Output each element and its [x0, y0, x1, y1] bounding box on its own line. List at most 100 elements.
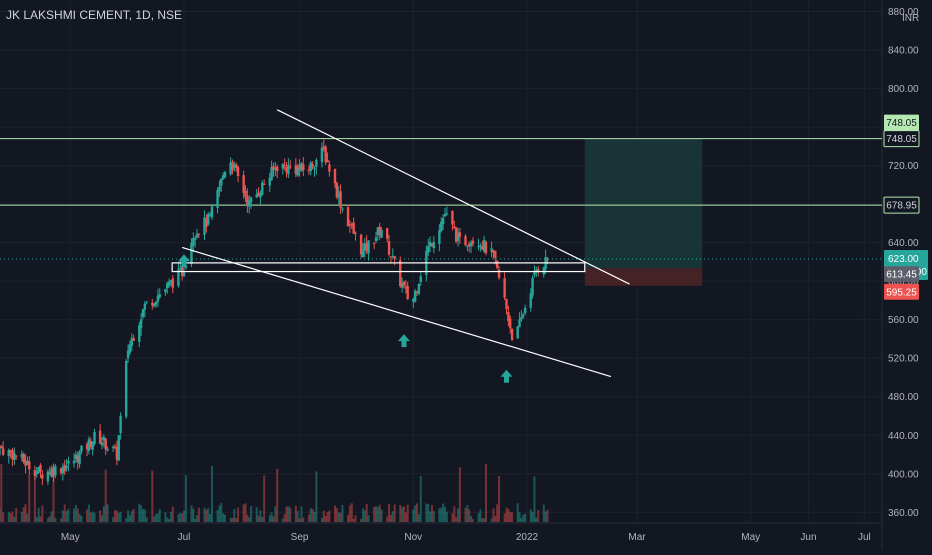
volume-bar: [60, 519, 62, 522]
y-tick-label: 480.00: [888, 392, 919, 403]
volume-bar: [153, 517, 155, 522]
volume-bar: [289, 508, 291, 522]
volume-bar: [38, 508, 40, 522]
candle-body: [399, 260, 401, 286]
volume-bar: [315, 471, 317, 522]
volume-bar: [519, 512, 521, 522]
volume-bar: [511, 512, 513, 522]
last-price-label: 623.00: [888, 254, 919, 265]
candle-body: [433, 242, 435, 248]
candle-body: [354, 233, 356, 234]
volume-bar: [347, 515, 349, 522]
volume-bar: [351, 503, 353, 522]
volume-bar: [353, 519, 355, 522]
candle-body: [511, 329, 513, 341]
volume-bar: [151, 471, 153, 522]
chart-title: JK LAKSHMI CEMENT, 1D, NSE: [6, 8, 182, 22]
volume-bar: [168, 519, 170, 522]
volume-bar: [99, 510, 101, 522]
target-zone: [585, 139, 702, 269]
candle-body: [503, 278, 505, 298]
candle-body: [321, 148, 323, 163]
candle-body: [531, 278, 533, 296]
volume-bar: [349, 505, 351, 522]
volume-bar: [39, 516, 41, 522]
volume-bar: [164, 512, 166, 522]
volume-bar: [524, 514, 526, 522]
candle-body: [283, 165, 285, 166]
volume-bar: [146, 517, 148, 522]
candle-body: [99, 431, 101, 444]
volume-bar: [299, 518, 301, 522]
volume-bar: [453, 506, 455, 522]
candle-body: [142, 309, 144, 317]
candle-body: [242, 175, 244, 193]
volume-bar: [190, 506, 192, 522]
price-label: 595.25: [886, 287, 917, 298]
y-tick-label: 400.00: [888, 469, 919, 480]
volume-bar: [327, 512, 329, 522]
volume-bar: [505, 508, 507, 522]
price-label: 748.05: [886, 118, 917, 129]
volume-bar: [377, 507, 379, 522]
candle-body: [418, 284, 420, 294]
volume-bar: [217, 510, 219, 522]
volume-bar: [231, 518, 233, 522]
volume-bar: [159, 509, 161, 522]
volume-bar: [209, 514, 211, 522]
candle-body: [388, 241, 390, 255]
volume-bar: [36, 517, 38, 522]
volume-bar: [75, 505, 77, 522]
volume-bar: [429, 511, 431, 522]
volume-bar: [483, 518, 485, 522]
candle-body: [119, 416, 121, 433]
volume-bar: [12, 511, 14, 522]
volume-bar: [94, 513, 96, 522]
volume-bar: [2, 512, 4, 522]
candle-body: [54, 466, 56, 475]
volume-bar: [498, 476, 500, 522]
candle-body: [140, 319, 142, 328]
candle-body: [444, 214, 446, 217]
volume-bar: [399, 505, 401, 522]
volume-bar: [360, 519, 362, 522]
candle-body: [427, 246, 429, 252]
volume-bar: [73, 509, 75, 522]
volume-bar: [373, 507, 375, 522]
volume-bar: [256, 507, 258, 522]
volume-bar: [34, 478, 36, 522]
volume-bar: [442, 504, 444, 522]
volume-bar: [444, 507, 446, 522]
volume-bar: [114, 510, 116, 522]
volume-bar: [170, 512, 172, 522]
candle-body: [324, 147, 326, 163]
x-tick-label: 2022: [516, 532, 539, 543]
candle-body: [485, 242, 487, 253]
volume-bar: [107, 504, 109, 522]
volume-bar: [492, 508, 494, 522]
volume-bar: [425, 504, 427, 522]
volume-bar: [446, 512, 448, 522]
candle-body: [28, 461, 30, 469]
volume-bar: [13, 517, 15, 522]
volume-bar: [140, 505, 142, 522]
volume-bar: [142, 509, 144, 522]
y-tick-label: 800.00: [888, 84, 919, 95]
candle-body: [41, 474, 43, 478]
candle-body: [472, 241, 474, 244]
volume-bar: [258, 516, 260, 522]
volume-bar: [79, 514, 81, 522]
candle-body: [125, 361, 127, 417]
candle-body: [380, 230, 382, 238]
candle-body: [341, 209, 343, 210]
volume-bar: [88, 505, 90, 522]
volume-bar: [133, 509, 135, 522]
x-tick-label: Nov: [404, 532, 422, 543]
candle-body: [516, 327, 518, 339]
candle-body: [446, 213, 448, 214]
volume-bar: [205, 510, 207, 522]
volume-bar: [341, 505, 343, 522]
candle-body: [459, 232, 461, 237]
